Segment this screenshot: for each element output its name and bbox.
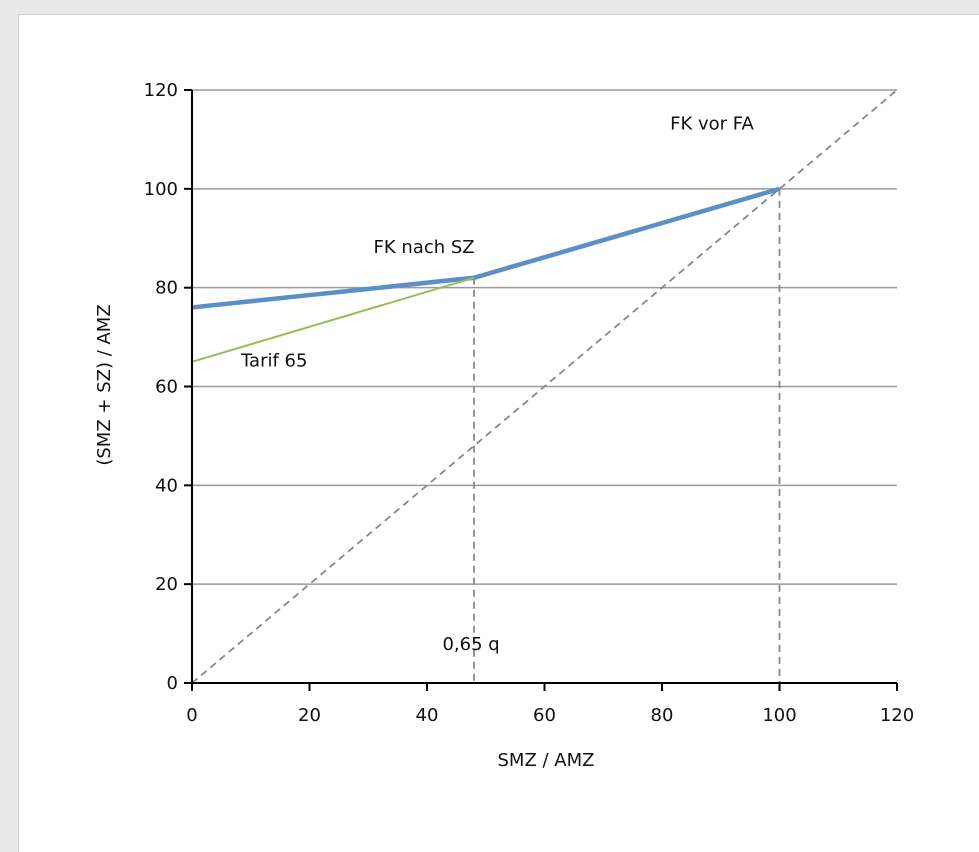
x-tick-label-0: 0: [186, 705, 197, 726]
annotation-fk-vor-fa: FK vor FA: [670, 114, 754, 135]
series-line-tarif-65: [191, 276, 475, 363]
y-tick-label-80: 80: [155, 278, 178, 299]
annotation-tarif-65: Tarif 65: [240, 351, 307, 372]
series-line-fk-vor-fa: [191, 89, 898, 684]
y-tick-label-100: 100: [144, 179, 178, 200]
x-tick-label-120: 120: [880, 705, 914, 726]
y-tick-label-60: 60: [155, 377, 178, 398]
x-axis-title: SMZ / AMZ: [498, 750, 595, 771]
y-tick-label-0: 0: [167, 673, 178, 694]
annotation-0-65-q: 0,65 q: [442, 634, 499, 655]
y-tick-label-40: 40: [155, 475, 178, 496]
series-lines: [191, 89, 898, 684]
annotations: FK vor FA FK nach SZ Tarif 65 0,65 q: [240, 114, 754, 655]
x-tick-label-60: 60: [533, 705, 556, 726]
x-tick-label-40: 40: [416, 705, 439, 726]
x-tick-label-20: 20: [298, 705, 321, 726]
x-tick-label-100: 100: [762, 705, 796, 726]
y-tick-label-20: 20: [155, 574, 178, 595]
y-axis-title: (SMZ + SZ) / AMZ: [94, 304, 115, 465]
y-tick-label-120: 120: [144, 80, 178, 101]
chart-frame: [18, 14, 979, 852]
annotation-fk-nach-sz: FK nach SZ: [374, 237, 475, 258]
gridlines: [192, 89, 897, 585]
vertical-guides: [473, 188, 781, 683]
axes: [184, 89, 898, 691]
x-tick-label-80: 80: [651, 705, 674, 726]
series-line-fk-nach-sz: [191, 186, 781, 310]
tick-labels: 0 20 40 60 80 100 120 0 20 40 60 80 100 120: [144, 80, 915, 726]
